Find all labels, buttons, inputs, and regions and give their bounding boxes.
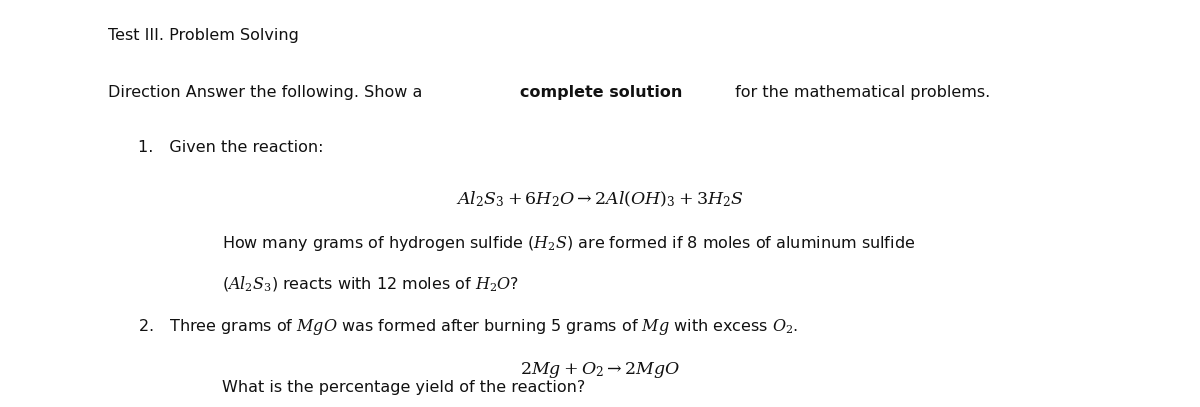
Text: Direction Answer the following. Show a: Direction Answer the following. Show a bbox=[108, 85, 427, 101]
Text: ($Al_2S_3$) reacts with 12 moles of $H_2O$?: ($Al_2S_3$) reacts with 12 moles of $H_2… bbox=[222, 275, 520, 294]
Text: complete solution: complete solution bbox=[521, 85, 683, 101]
Text: for the mathematical problems.: for the mathematical problems. bbox=[730, 85, 990, 101]
Text: 2. Three grams of $MgO$ was formed after burning 5 grams of $Mg$ with excess $O_: 2. Three grams of $MgO$ was formed after… bbox=[138, 317, 798, 337]
Text: What is the percentage yield of the reaction?: What is the percentage yield of the reac… bbox=[222, 380, 586, 395]
Text: Test III. Problem Solving: Test III. Problem Solving bbox=[108, 28, 299, 44]
Text: $Al_2S_3 + 6H_2O \rightarrow 2Al(OH)_3 + 3H_2S$: $Al_2S_3 + 6H_2O \rightarrow 2Al(OH)_3 +… bbox=[456, 189, 744, 209]
Text: $2Mg + O_2 \rightarrow 2MgO$: $2Mg + O_2 \rightarrow 2MgO$ bbox=[520, 360, 680, 380]
Text: How many grams of hydrogen sulfide ($H_2S$) are formed if 8 moles of aluminum su: How many grams of hydrogen sulfide ($H_2… bbox=[222, 234, 916, 253]
Text: 1. Given the reaction:: 1. Given the reaction: bbox=[138, 140, 324, 155]
